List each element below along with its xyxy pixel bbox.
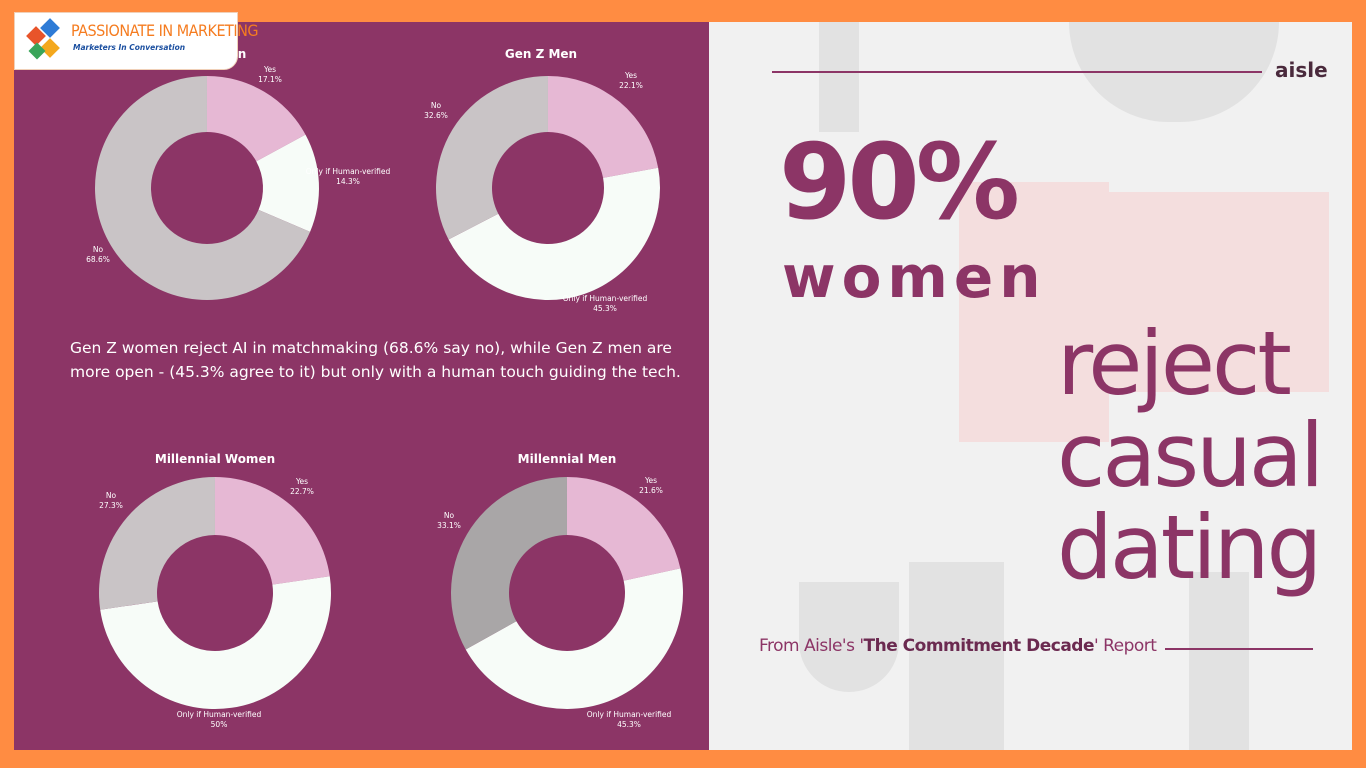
slice-value-label: 68.6% [86, 255, 110, 264]
slice-label: Only if Human-verified [306, 167, 391, 176]
logo-name: PASSIONATE IN MARKETING [71, 21, 259, 40]
charts-panel: en Gen Z Men Millennial Women Millennial… [14, 22, 709, 750]
donut-slice-only-if-human-verified [448, 167, 660, 301]
bg-heart-right [1109, 192, 1329, 392]
slice-value-label: 14.3% [336, 177, 360, 186]
report-prefix: From Aisle's ' [759, 636, 864, 656]
slice-label: Yes [644, 476, 657, 485]
slice-value-label: 50% [211, 720, 228, 729]
slice-label: No [444, 511, 455, 520]
donut-slice-yes [567, 477, 681, 581]
donut-slice-no [99, 477, 215, 610]
headline-panel: aisle 90% women reject casual dating Fro… [709, 22, 1352, 750]
bg-heart-left [959, 182, 1109, 442]
bg-block-5 [1189, 572, 1249, 750]
slice-label: Only if Human-verified [587, 710, 672, 719]
chart-caption: Gen Z women reject AI in matchmaking (68… [70, 339, 681, 381]
logo-tagline: Marketers In Conversation [73, 43, 186, 52]
chart-title-millennial-men: Millennial Men [517, 452, 617, 466]
donut-slice-yes [548, 76, 659, 178]
slice-value-label: 45.3% [617, 720, 641, 729]
donut-slice-no [436, 76, 548, 240]
slice-value-label: 32.6% [424, 111, 448, 120]
slice-label: No [106, 491, 117, 500]
passionate-in-marketing-logo: PASSIONATE IN MARKETING Marketers In Con… [14, 12, 259, 70]
slice-value-label: 22.1% [619, 81, 643, 90]
slice-value-label: 22.7% [290, 487, 314, 496]
report-title: The Commitment Decade [863, 636, 1095, 656]
slice-value-label: 17.1% [258, 75, 282, 84]
slice-label: Yes [295, 477, 308, 486]
donut-slice-only-if-human-verified [256, 134, 319, 232]
headline-line-casual: casual [1057, 404, 1324, 507]
chart-title-gen-z-men: Gen Z Men [504, 47, 578, 61]
slice-label: Only if Human-verified [177, 710, 262, 719]
slice-value-label: 45.3% [593, 304, 617, 313]
headline-line-reject: reject [1057, 312, 1292, 415]
headline-subject: women [782, 243, 1047, 311]
slice-label: No [93, 245, 104, 254]
donut-slice-no [451, 477, 567, 650]
aisle-logo: aisle [1275, 58, 1328, 82]
slice-label: Yes [624, 71, 637, 80]
bottom-rule [1165, 648, 1313, 650]
bg-block-3 [909, 562, 1004, 750]
bg-block-1 [819, 22, 859, 132]
headline-percent: 90% [779, 121, 1020, 243]
slice-value-label: 27.3% [99, 501, 123, 510]
donut-slice-only-if-human-verified [465, 568, 683, 709]
slice-label: No [431, 101, 442, 110]
infographic-frame: en Gen Z Men Millennial Women Millennial… [14, 22, 1352, 750]
slice-label: Only if Human-verified [563, 294, 648, 303]
slice-value-label: 21.6% [639, 486, 663, 495]
report-suffix: ' Report [1094, 636, 1157, 656]
slice-value-label: 33.1% [437, 521, 461, 530]
donut-slice-only-if-human-verified [100, 576, 332, 710]
top-rule [772, 71, 1262, 73]
chart-title-millennial-women: Millennial Women [154, 452, 276, 466]
donut-slice-yes [215, 477, 330, 585]
logo-mark-icon [26, 18, 60, 60]
report-source: From Aisle's 'The Commitment Decade' Rep… [759, 636, 1157, 656]
donut-slice-yes [207, 76, 306, 162]
slice-label: Yes [263, 65, 276, 74]
headline-line-dating: dating [1057, 496, 1322, 599]
donut-slice-no [95, 76, 311, 301]
bg-block-4 [799, 582, 899, 692]
